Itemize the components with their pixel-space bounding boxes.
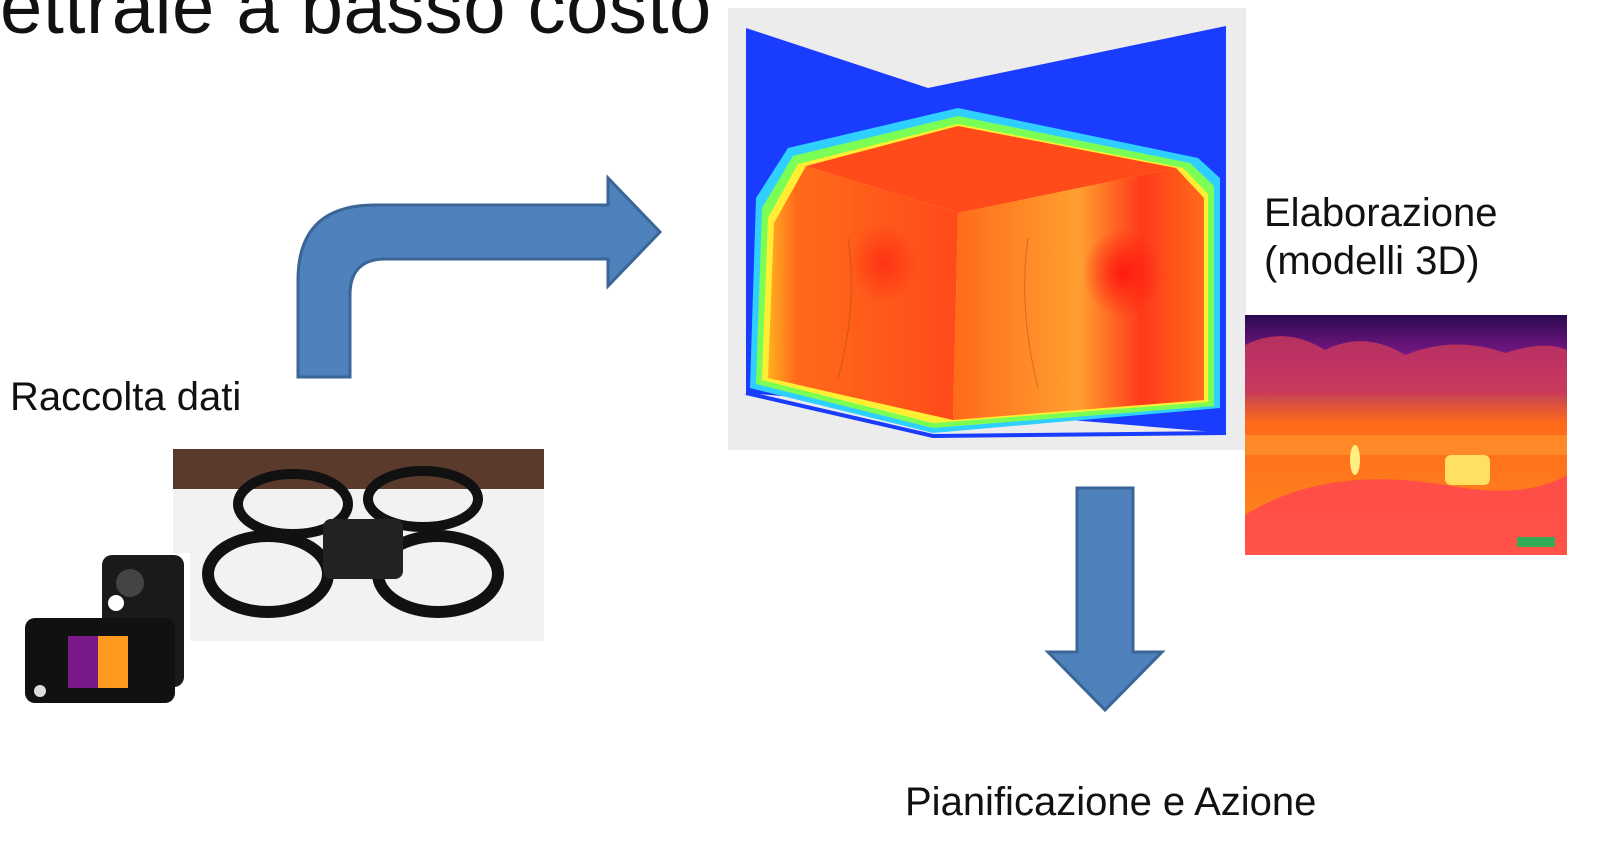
thermal-3d-model-image	[728, 8, 1246, 450]
processing-label-line2: (modelli 3D)	[1264, 239, 1480, 283]
thermal-scene-image	[1245, 315, 1567, 555]
thermal-camera-image	[20, 553, 190, 708]
curved-arrow-icon	[296, 174, 663, 379]
processing-label-line1: Elaborazione	[1264, 191, 1498, 235]
data-collection-label: Raccolta dati	[10, 375, 242, 419]
processing-label: Elaborazione (modelli 3D)	[1264, 189, 1498, 285]
down-arrow-icon	[1044, 486, 1166, 713]
slide-title: ettrale a basso costo	[0, 0, 712, 50]
drone-photo-image	[173, 449, 544, 641]
planning-label: Pianificazione e Azione	[905, 780, 1317, 824]
